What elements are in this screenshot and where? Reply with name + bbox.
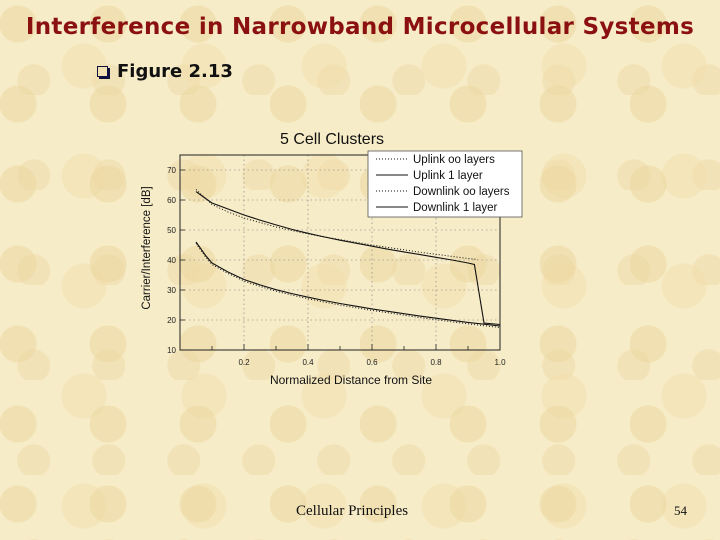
series-line-1 <box>195 189 478 260</box>
y-axis-label: Carrier/Interference [dB] <box>141 186 153 309</box>
legend-label: Uplink oo layers <box>413 154 495 166</box>
y-tick-label: 50 <box>167 226 176 235</box>
y-tick-label: 40 <box>167 256 176 265</box>
x-tick-label: 0.4 <box>302 358 314 367</box>
page-number: 54 <box>674 503 687 518</box>
series-line-3 <box>195 243 501 328</box>
series-group <box>195 189 501 328</box>
legend-box <box>367 150 523 218</box>
series-line-4 <box>195 241 501 327</box>
footer-text: Cellular Principles <box>296 503 409 519</box>
x-tick-label: 0.8 <box>430 358 442 367</box>
x-tick-label: 0.6 <box>366 358 378 367</box>
legend-label: Uplink 1 layer <box>413 170 483 182</box>
y-tick-label: 20 <box>167 316 176 325</box>
y-tick-label: 60 <box>167 196 176 205</box>
y-tick-label: 30 <box>167 286 176 295</box>
x-tick-label: 0.2 <box>238 358 250 367</box>
y-tick-label: 70 <box>167 166 176 175</box>
figure-caption: Figure 2.13 <box>117 60 233 82</box>
bullet-item: Figure 2.13 <box>97 60 233 82</box>
legend-label: Downlink oo layers <box>413 186 510 198</box>
legend: Uplink oo layers Uplink 1 layer Downlink o… <box>367 150 523 218</box>
checkbox-bullet-icon <box>97 65 108 77</box>
x-axis-label: Normalized Distance from Site <box>270 373 432 387</box>
y-axis-ticks: 10 20 30 40 50 60 70 <box>167 166 185 355</box>
series-line-2 <box>195 191 501 326</box>
x-tick-label: 1.0 <box>494 358 506 367</box>
x-axis-ticks: 0.2 0.4 0.6 0.8 1.0 <box>211 344 506 367</box>
chart-title: 5 Cell Clusters <box>280 131 384 148</box>
slide-title: Interference in Narrowband Microcellular… <box>25 14 695 40</box>
y-tick-label: 10 <box>167 346 176 355</box>
legend-label: Downlink 1 layer <box>413 202 498 214</box>
